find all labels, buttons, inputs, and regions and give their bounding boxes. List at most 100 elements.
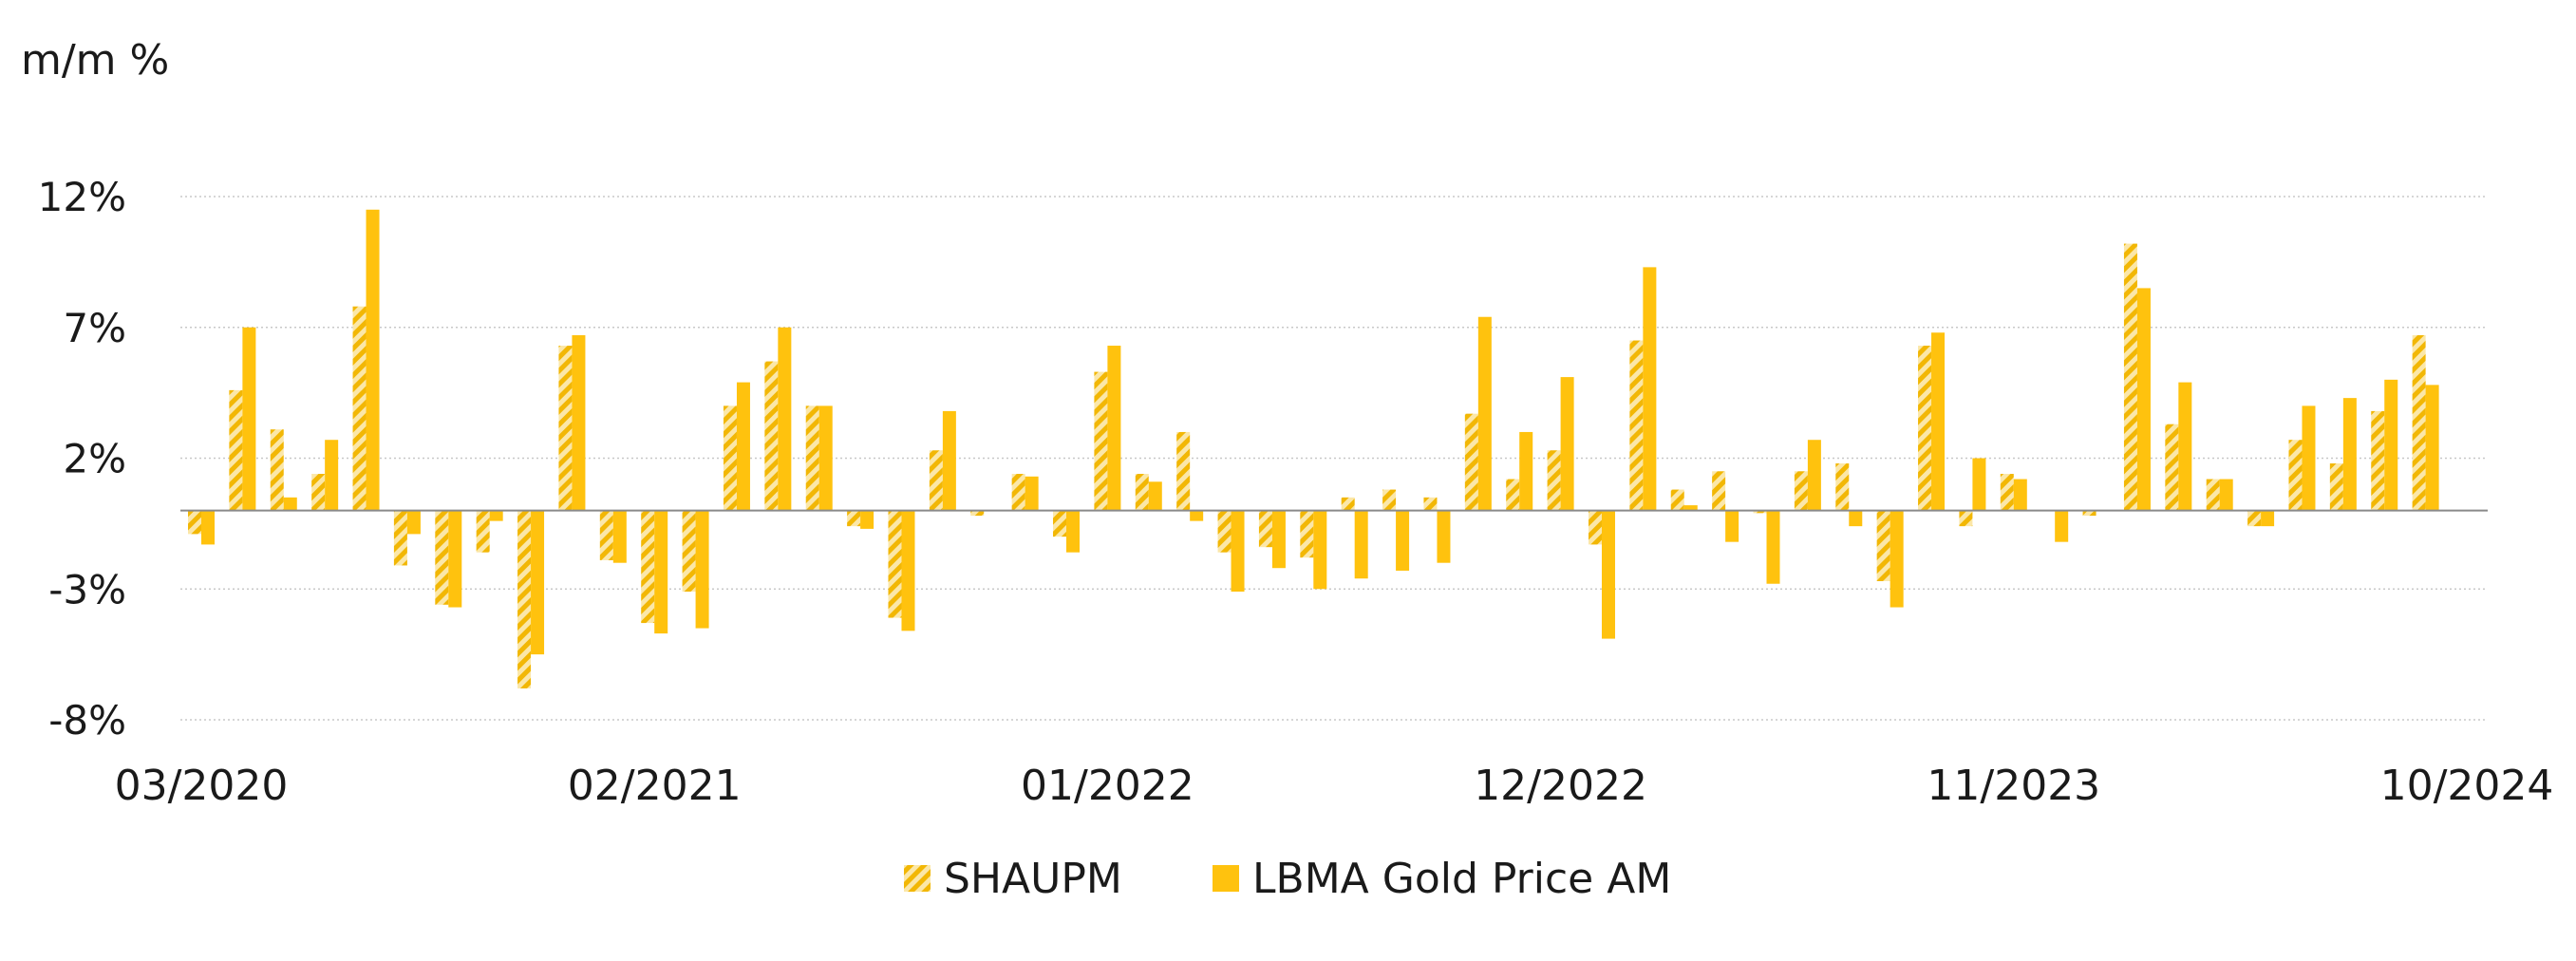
bar-shaupm <box>229 389 243 511</box>
legend-label: SHAUPM <box>944 855 1122 903</box>
bar-shaupm <box>599 510 613 560</box>
x-tick-label: 11/2023 <box>1927 762 2100 810</box>
bar-shaupm <box>1959 510 1973 527</box>
bar-shaupm <box>1918 346 1932 511</box>
bar-lbma-gold-price-am <box>1313 510 1327 590</box>
bar-lbma-gold-price-am <box>2384 379 2398 511</box>
bar-shaupm <box>1300 510 1314 558</box>
x-tick-label: 02/2021 <box>568 762 742 810</box>
bar-shaupm <box>1053 510 1067 537</box>
bar-lbma-gold-price-am <box>1725 510 1739 542</box>
bar-lbma-gold-price-am <box>1683 505 1698 511</box>
bar-lbma-gold-price-am <box>1107 346 1121 511</box>
bar-shaupm <box>682 510 696 593</box>
bar-shaupm <box>311 474 326 511</box>
bar-lbma-gold-price-am <box>1807 440 1821 511</box>
bar-lbma-gold-price-am <box>2425 385 2439 511</box>
bar-shaupm <box>1382 489 1397 511</box>
bar-shaupm <box>929 450 943 511</box>
y-tick-label: 2% <box>63 436 126 482</box>
legend: SHAUPM LBMA Gold Price AM <box>904 855 1671 903</box>
bar-lbma-gold-price-am <box>1477 316 1492 511</box>
bar-shaupm <box>2082 510 2097 517</box>
bar-lbma-gold-price-am <box>1396 510 1410 571</box>
bar-lbma-gold-price-am <box>1190 510 1204 521</box>
bar-lbma-gold-price-am <box>283 497 297 511</box>
legend-label: LBMA Gold Price AM <box>1252 855 1671 903</box>
bar-lbma-gold-price-am <box>1519 431 1533 511</box>
bar-shaupm <box>1547 450 1561 511</box>
bar-shaupm <box>393 510 407 566</box>
bar-lbma-gold-price-am <box>2055 510 2069 542</box>
bar-lbma-gold-price-am <box>2302 405 2316 511</box>
bar-shaupm <box>517 510 532 688</box>
bar-shaupm <box>476 510 490 553</box>
bar-shaupm <box>1423 497 1438 511</box>
bar-lbma-gold-price-am <box>942 410 956 511</box>
x-tick-label: 10/2024 <box>2380 762 2554 810</box>
bar-shaupm <box>1341 497 1355 511</box>
bar-shaupm <box>1876 510 1890 581</box>
bar-shaupm <box>2371 410 2385 511</box>
bar-lbma-gold-price-am <box>448 510 462 608</box>
bar-shaupm <box>1670 489 1684 511</box>
bar-lbma-gold-price-am <box>242 327 256 511</box>
bar-shaupm <box>805 405 819 511</box>
bar-shaupm <box>1506 479 1520 511</box>
bar-lbma-gold-price-am <box>201 510 215 545</box>
bar-shaupm <box>2165 424 2179 511</box>
bar-shaupm <box>1011 474 1025 511</box>
bar-shaupm <box>888 510 902 618</box>
bar-lbma-gold-price-am <box>325 440 339 511</box>
bar-lbma-gold-price-am <box>531 510 545 655</box>
bar-lbma-gold-price-am <box>1560 377 1574 511</box>
x-tick-labels: 03/2020 02/2021 01/2022 12/2022 11/2023 10/20… <box>115 762 2554 810</box>
bar-shaupm <box>558 346 573 511</box>
bars <box>188 209 2439 688</box>
legend-swatch <box>1213 865 1239 892</box>
legend-swatch <box>904 865 931 892</box>
bar-shaupm <box>2000 474 2014 511</box>
bar-lbma-gold-price-am <box>736 382 750 511</box>
y-tick-labels: 12% 7% 2% -3% -8% <box>38 174 126 744</box>
bar-shaupm <box>2329 463 2343 511</box>
bar-shaupm <box>2412 335 2426 511</box>
bar-lbma-gold-price-am <box>1766 510 1780 584</box>
bar-shaupm <box>270 429 284 511</box>
legend-item-shaupm: SHAUPM <box>904 855 1122 903</box>
bar-shaupm <box>723 405 737 511</box>
bar-lbma-gold-price-am <box>406 510 421 535</box>
x-tick-label: 12/2022 <box>1474 762 1647 810</box>
bar-lbma-gold-price-am <box>1931 332 1946 511</box>
bar-shaupm <box>1588 510 1602 545</box>
bar-lbma-gold-price-am <box>2136 288 2151 511</box>
bar-shaupm <box>2247 510 2262 527</box>
bar-shaupm <box>352 306 367 511</box>
bar-shaupm <box>970 510 985 517</box>
bar-shaupm <box>2288 440 2303 511</box>
bar-shaupm <box>1258 510 1272 548</box>
bar-shaupm <box>2123 243 2137 511</box>
bar-shaupm <box>435 510 449 605</box>
bar-lbma-gold-price-am <box>2219 479 2233 511</box>
bar-shaupm <box>1217 510 1232 553</box>
bar-lbma-gold-price-am <box>2342 398 2357 511</box>
bar-shaupm <box>1176 431 1191 511</box>
x-tick-label: 03/2020 <box>115 762 289 810</box>
bar-shaupm <box>188 510 201 535</box>
legend-item-lbma-gold-price-am: LBMA Gold Price AM <box>1213 855 1671 903</box>
y-tick-label: -3% <box>48 566 126 612</box>
y-tick-label: 7% <box>63 305 126 351</box>
bar-lbma-gold-price-am <box>1890 510 1904 608</box>
bar-shaupm <box>1712 471 1726 511</box>
bar-lbma-gold-price-am <box>1148 481 1162 511</box>
bar-lbma-gold-price-am <box>1849 510 1863 527</box>
y-tick-label: 12% <box>38 174 126 220</box>
bar-lbma-gold-price-am <box>1025 476 1039 511</box>
bar-lbma-gold-price-am <box>1231 510 1245 593</box>
bar-lbma-gold-price-am <box>572 335 586 511</box>
bar-lbma-gold-price-am <box>1601 510 1615 639</box>
bar-lbma-gold-price-am <box>695 510 709 629</box>
